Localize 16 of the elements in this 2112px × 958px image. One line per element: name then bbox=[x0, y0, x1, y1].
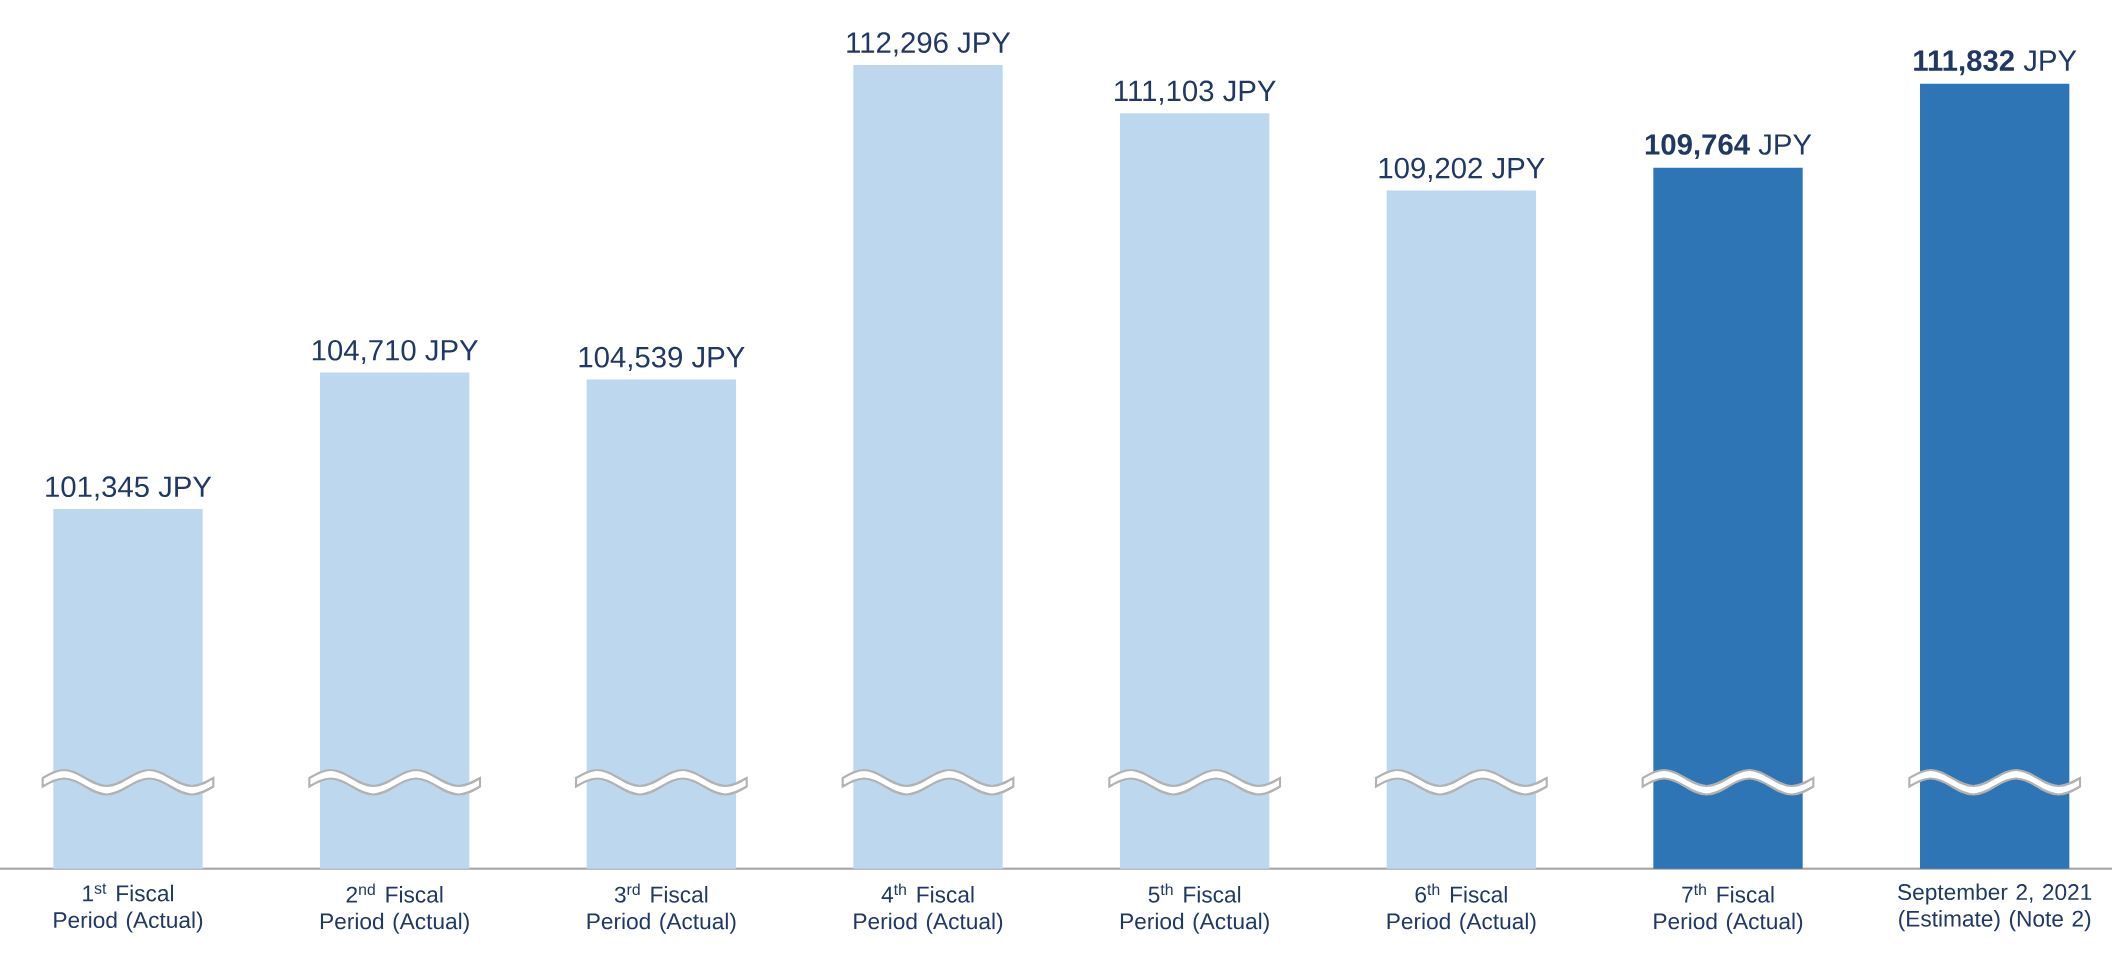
x-tick-label: 2$^{nd}$ Fiscal Period (Actual) bbox=[320, 883, 469, 934]
x-tick-label: 1$^{st}$ Fiscal Period (Actual) bbox=[54, 883, 203, 933]
data-label: 101,345 JPY bbox=[46, 476, 212, 501]
x-tick-label: 5$^{th}$ Fiscal Period (Actual) bbox=[1120, 883, 1269, 934]
x-tick-label: September 2, 2021 (Estimate) (Note 2) bbox=[1898, 883, 2092, 932]
x-tick-label: 4$^{th}$ Fiscal Period (Actual) bbox=[854, 883, 1003, 934]
data-label: 109,202 JPY bbox=[1379, 157, 1545, 182]
x-tick-label: 6$^{th}$ Fiscal Period (Actual) bbox=[1387, 883, 1536, 934]
data-label: 104,710 JPY bbox=[312, 339, 478, 365]
x-tick-label: 3$^{rd}$ Fiscal Period (Actual) bbox=[587, 883, 736, 934]
data-label: 109,764 JPY bbox=[1645, 134, 1812, 160]
data-label: 111,103 JPY bbox=[1115, 80, 1276, 105]
x-tick-label: 7$^{th}$ Fiscal Period (Actual) bbox=[1654, 883, 1803, 934]
data-label: 104,539 JPY bbox=[579, 346, 745, 372]
data-label: 111,832 JPY bbox=[1914, 50, 2077, 76]
data-label: 112,296 JPY bbox=[847, 32, 1011, 57]
